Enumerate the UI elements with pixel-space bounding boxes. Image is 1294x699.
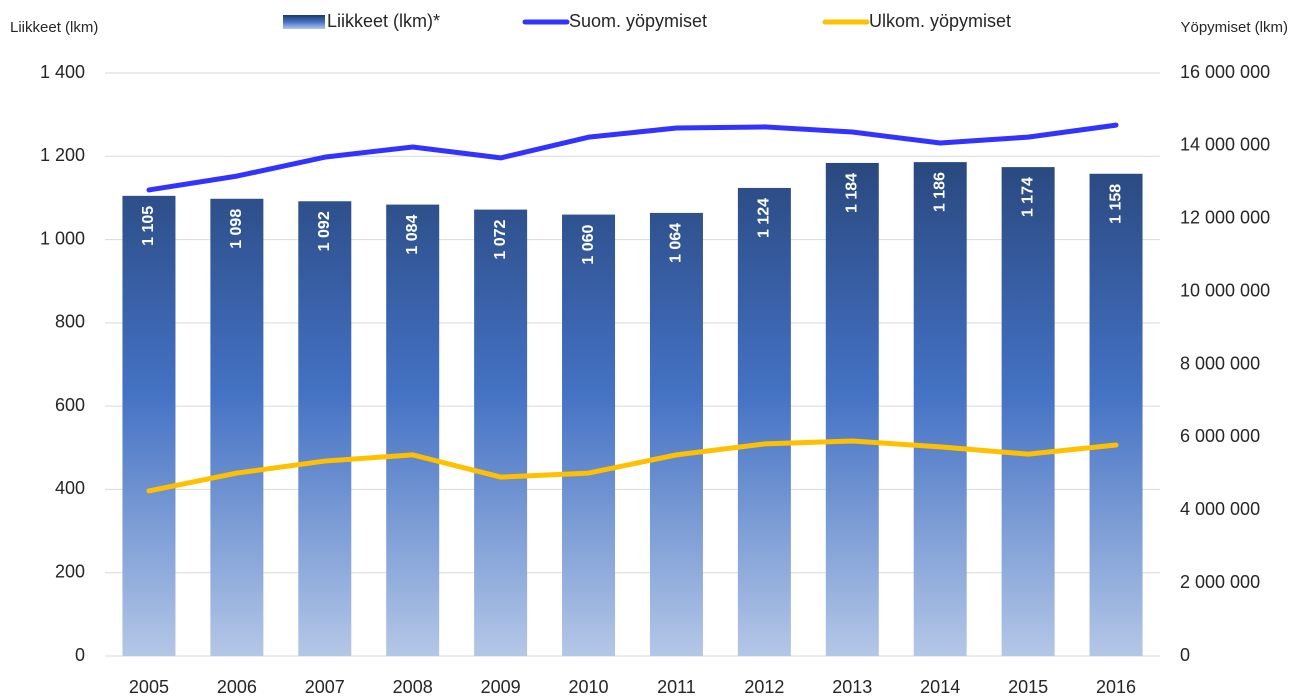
x-tick-label: 2015 [1008, 677, 1048, 697]
y2-tick-label: 8 000 000 [1180, 353, 1260, 373]
bar-value-label: 1 124 [756, 198, 773, 238]
y-axis-title: Liikkeet (lkm) [10, 19, 98, 36]
legend-swatch [283, 15, 325, 29]
y2-tick-label: 10 000 000 [1180, 280, 1270, 300]
bar [649, 212, 703, 657]
bar [474, 209, 528, 657]
line-series [146, 122, 1119, 193]
y2-tick-label: 2 000 000 [1180, 572, 1260, 592]
legend-label: Ulkom. yöpymiset [869, 11, 1011, 31]
legend-label: Suom. yöpymiset [569, 11, 707, 31]
bar-value-label: 1 092 [316, 211, 333, 251]
y2-axis-title: Yöpymiset (lkm) [1180, 19, 1288, 36]
bar-value-label: 1 084 [404, 214, 421, 254]
bar-value-label: 1 072 [492, 219, 509, 259]
y-tick-label: 1 400 [40, 62, 85, 82]
y-tick-label: 800 [55, 312, 85, 332]
bar-value-label: 1 174 [1019, 177, 1036, 217]
x-tick-label: 2016 [1096, 677, 1136, 697]
y-tick-label: 600 [55, 395, 85, 415]
x-tick-label: 2012 [744, 677, 784, 697]
y-tick-label: 1 000 [40, 228, 85, 248]
x-tick-label: 2010 [569, 677, 609, 697]
bar-value-label: 1 184 [844, 173, 861, 213]
y2-tick-label: 16 000 000 [1180, 62, 1270, 82]
x-tick-label: 2011 [657, 677, 696, 697]
bar-value-label: 1 186 [931, 172, 948, 212]
bar [386, 204, 440, 656]
bar [1001, 167, 1055, 656]
bar [1089, 173, 1143, 657]
y2-tick-label: 6 000 000 [1180, 426, 1260, 446]
x-tick-label: 2008 [393, 677, 433, 697]
y-tick-label: 1 200 [40, 145, 85, 165]
x-tick-label: 2005 [129, 677, 169, 697]
legend-label: Liikkeet (lkm)* [327, 11, 440, 31]
y2-tick-label: 12 000 000 [1180, 208, 1270, 228]
bar-value-label: 1 060 [580, 224, 597, 264]
bar-value-label: 1 098 [228, 209, 245, 249]
y-tick-label: 0 [75, 645, 85, 665]
x-tick-label: 2006 [217, 677, 257, 697]
x-tick-label: 2007 [305, 677, 345, 697]
x-tick-label: 2014 [920, 677, 960, 697]
y-tick-label: 200 [55, 561, 85, 581]
bar [210, 198, 264, 657]
bar [562, 214, 616, 657]
line-series [146, 438, 1119, 494]
y2-tick-label: 14 000 000 [1180, 135, 1270, 155]
bar [825, 162, 879, 656]
bar [737, 187, 791, 657]
x-tick-label: 2013 [832, 677, 872, 697]
bar [122, 195, 176, 656]
bar [913, 162, 967, 656]
y-tick-label: 400 [55, 478, 85, 498]
x-tick-label: 2009 [481, 677, 521, 697]
bar-value-label: 1 158 [1107, 184, 1124, 224]
bar-value-label: 1 064 [668, 223, 685, 263]
bar-value-label: 1 105 [140, 206, 157, 246]
y2-tick-label: 4 000 000 [1180, 499, 1260, 519]
bar [298, 201, 352, 656]
y2-tick-label: 0 [1180, 645, 1190, 665]
